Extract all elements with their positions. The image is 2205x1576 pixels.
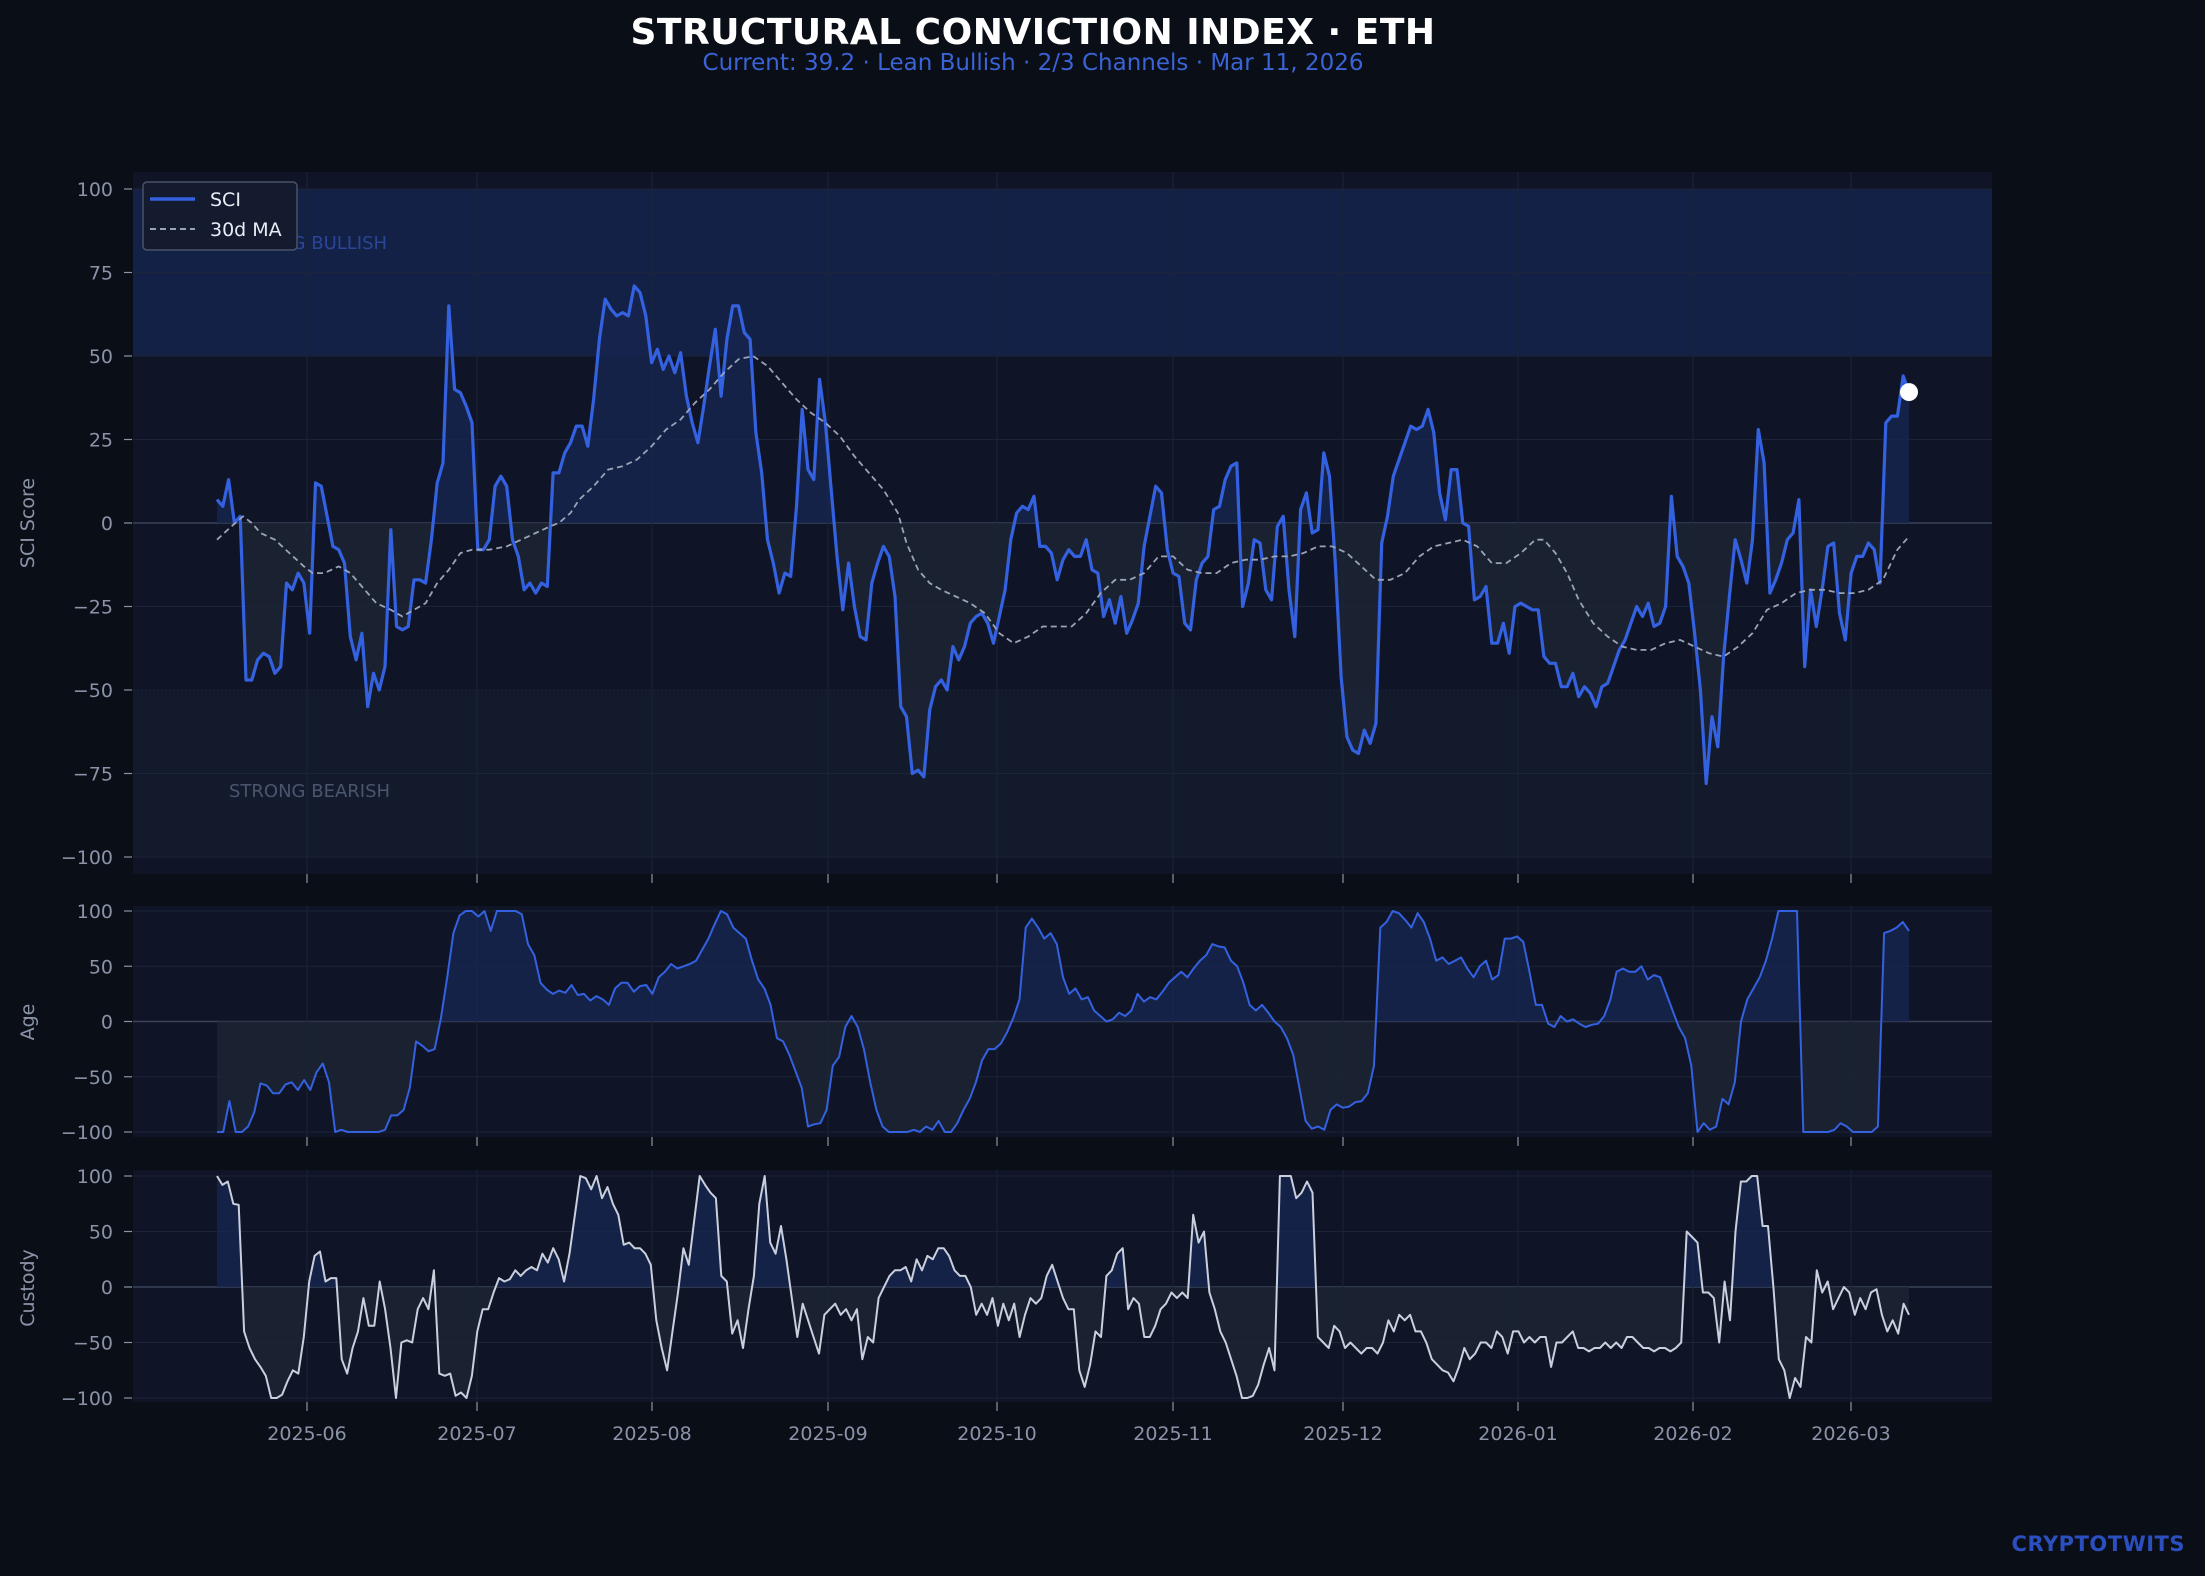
panel-3-background bbox=[133, 1170, 1992, 1402]
current-value-marker bbox=[1900, 383, 1918, 402]
panel-1-ytick-label: 0 bbox=[101, 513, 113, 535]
xtick-label: 2025-06 bbox=[267, 1423, 346, 1445]
panel-2-ytick-label: 100 bbox=[77, 901, 113, 923]
xtick-label: 2026-02 bbox=[1653, 1423, 1732, 1445]
panel-2-ytick-label: 0 bbox=[101, 1012, 113, 1034]
panel-2-ylabel: Age bbox=[17, 1004, 39, 1041]
panel-1-positive-fill bbox=[217, 285, 1909, 523]
panel-1-ytick-label: −50 bbox=[73, 680, 113, 702]
legend: SCI 30d MA bbox=[142, 181, 298, 251]
chart-title: STRUCTURAL CONVICTION INDEX · ETH bbox=[630, 12, 1436, 53]
panel-3-positive-fill bbox=[217, 1176, 1909, 1287]
xtick-label: 2026-01 bbox=[1478, 1423, 1557, 1445]
panel-3-negative-fill bbox=[217, 1287, 1909, 1398]
panel-3-ytick-label: 0 bbox=[101, 1277, 113, 1299]
xtick-label: 2025-07 bbox=[437, 1423, 516, 1445]
panel-3-ytick-label: 100 bbox=[77, 1166, 113, 1188]
xtick-label: 2025-10 bbox=[957, 1423, 1036, 1445]
panel-1-ytick-label: −100 bbox=[61, 847, 113, 869]
xtick-label: 2026-03 bbox=[1811, 1423, 1890, 1445]
panel-1-ytick-label: −25 bbox=[73, 597, 113, 619]
panel-2-positive-fill bbox=[217, 911, 1909, 1022]
xtick-label: 2025-11 bbox=[1133, 1423, 1212, 1445]
legend-ma-label: 30d MA bbox=[210, 219, 282, 241]
panel-3-series-custody bbox=[216, 1175, 1910, 1399]
watermark-brand: CRYPTOTWITS bbox=[2011, 1532, 2185, 1556]
legend-sci-label: SCI bbox=[210, 189, 241, 211]
chart-subtitle: Current: 39.2 · Lean Bullish · 2/3 Chann… bbox=[702, 50, 1364, 76]
panel-1-ytick-label: 100 bbox=[77, 179, 113, 201]
xtick-label: 2025-12 bbox=[1303, 1423, 1382, 1445]
panel-1-ylabel: SCI Score bbox=[17, 478, 39, 568]
panel-1-series-sci bbox=[215, 284, 1911, 786]
panel-3-ytick-label: −50 bbox=[73, 1333, 113, 1355]
panel-3-ylabel: Custody bbox=[17, 1249, 39, 1327]
panel-1-ytick-label: −75 bbox=[73, 764, 113, 786]
panel-2-ytick-label: 50 bbox=[89, 956, 113, 978]
panel-1-series-30d-ma bbox=[216, 355, 1910, 658]
panel-2-ytick-label: −100 bbox=[61, 1122, 113, 1144]
xtick-label: 2025-08 bbox=[612, 1423, 691, 1445]
panel-3-ytick-label: −100 bbox=[61, 1388, 113, 1410]
panel-1-ytick-label: 50 bbox=[89, 346, 113, 368]
panel-3-ytick-label: 50 bbox=[89, 1222, 113, 1244]
xtick-label: 2025-09 bbox=[788, 1423, 867, 1445]
zone-label-strong-bearish: STRONG BEARISH bbox=[229, 781, 390, 802]
panel-2-series-age bbox=[217, 910, 1910, 1133]
panel-1-ytick-label: 25 bbox=[89, 430, 113, 452]
panel-1-negative-fill bbox=[217, 523, 1909, 784]
panel-2-ytick-label: −50 bbox=[73, 1067, 113, 1089]
panel-1-ytick-label: 75 bbox=[89, 263, 113, 285]
